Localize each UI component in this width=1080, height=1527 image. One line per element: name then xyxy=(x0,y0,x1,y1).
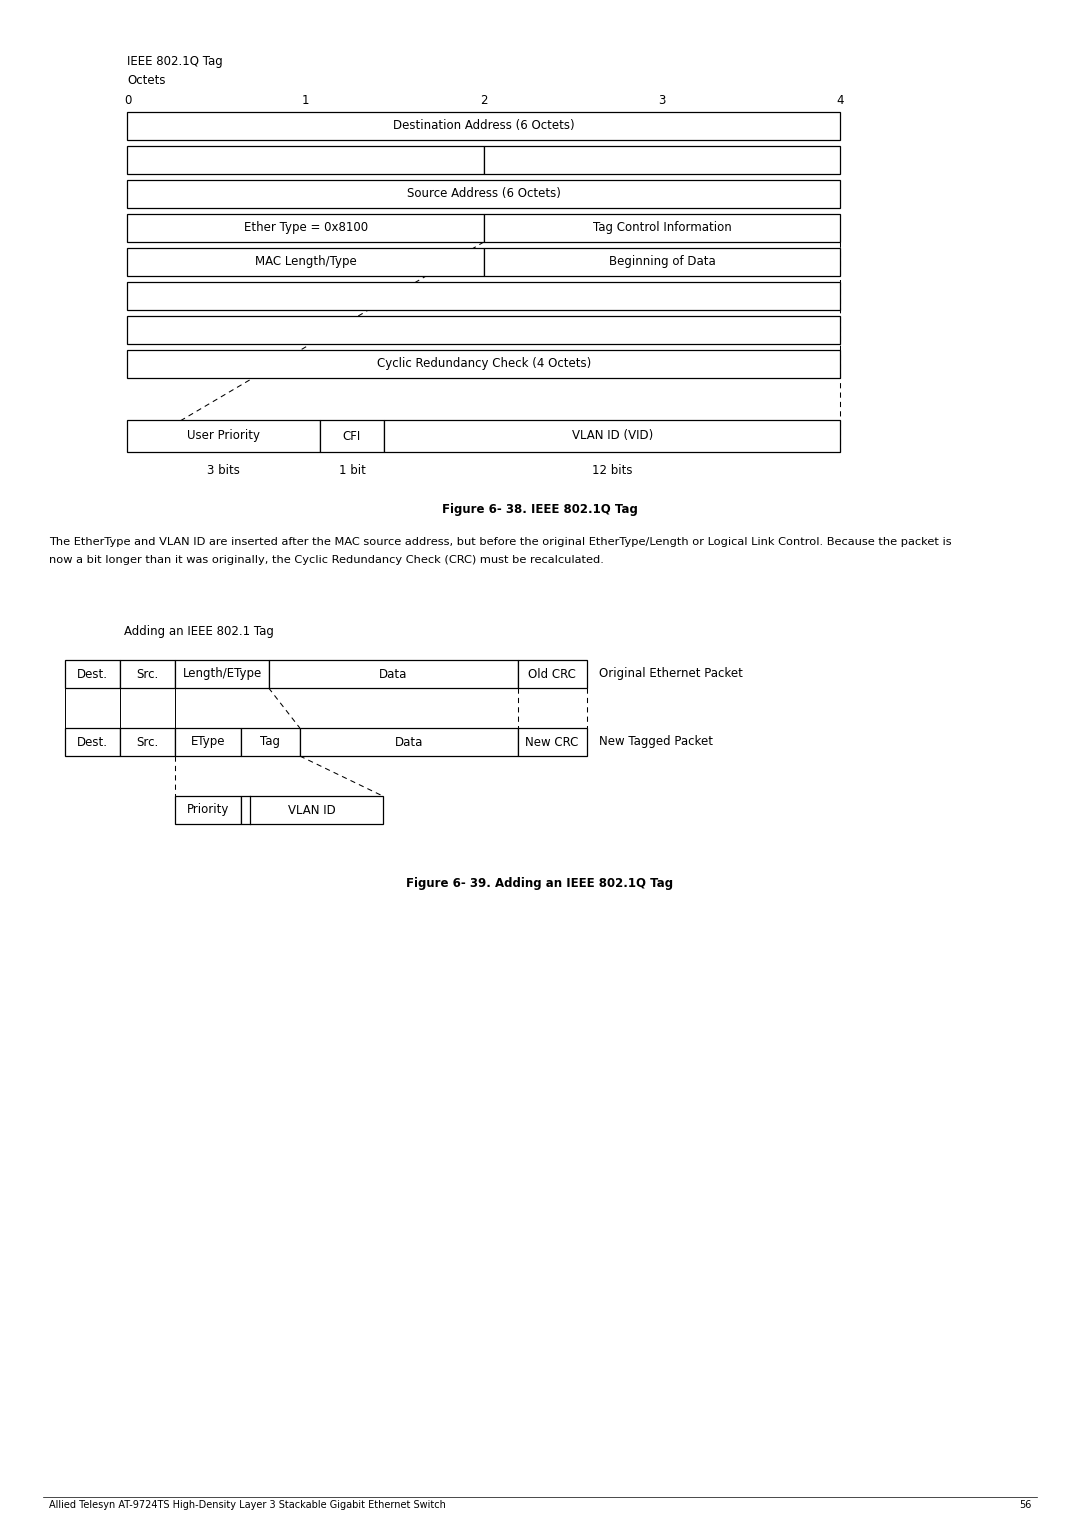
Text: Source Address (6 Octets): Source Address (6 Octets) xyxy=(407,188,561,200)
Bar xyxy=(127,350,840,379)
Text: Beginning of Data: Beginning of Data xyxy=(609,255,715,269)
Text: Dest.: Dest. xyxy=(77,736,108,748)
Text: 2: 2 xyxy=(481,93,487,107)
Bar xyxy=(241,796,382,825)
Text: Destination Address (6 Octets): Destination Address (6 Octets) xyxy=(393,119,575,133)
Text: 3 bits: 3 bits xyxy=(207,464,240,476)
Text: Priority: Priority xyxy=(187,803,229,817)
Bar xyxy=(127,147,484,174)
Bar xyxy=(517,660,586,689)
Text: CFI: CFI xyxy=(342,429,361,443)
Bar xyxy=(484,147,840,174)
Bar xyxy=(127,316,840,344)
Text: The EtherType and VLAN ID are inserted after the MAC source address, but before : The EtherType and VLAN ID are inserted a… xyxy=(49,538,951,547)
Text: EType: EType xyxy=(191,736,226,748)
Bar xyxy=(65,728,120,756)
Text: 4: 4 xyxy=(837,93,843,107)
Text: Octets: Octets xyxy=(127,73,166,87)
Text: now a bit longer than it was originally, the Cyclic Redundancy Check (CRC) must : now a bit longer than it was originally,… xyxy=(49,554,604,565)
Bar xyxy=(65,660,120,689)
Bar xyxy=(484,247,840,276)
Text: Cyclic Redundancy Check (4 Octets): Cyclic Redundancy Check (4 Octets) xyxy=(377,357,591,371)
Text: Figure 6- 39. Adding an IEEE 802.1Q Tag: Figure 6- 39. Adding an IEEE 802.1Q Tag xyxy=(406,878,674,890)
Bar xyxy=(517,728,586,756)
Bar xyxy=(120,660,175,689)
Text: New CRC: New CRC xyxy=(525,736,579,748)
Text: 56: 56 xyxy=(1020,1500,1031,1510)
Bar xyxy=(127,282,840,310)
Bar xyxy=(175,660,269,689)
Text: Tag: Tag xyxy=(260,736,281,748)
Text: Length/EType: Length/EType xyxy=(183,667,261,681)
Text: IEEE 802.1Q Tag: IEEE 802.1Q Tag xyxy=(127,55,224,69)
Bar xyxy=(127,214,484,241)
Bar xyxy=(300,728,517,756)
Text: 3: 3 xyxy=(659,93,665,107)
Text: Original Ethernet Packet: Original Ethernet Packet xyxy=(598,667,743,681)
Text: Src.: Src. xyxy=(136,667,159,681)
Text: Adding an IEEE 802.1 Tag: Adding an IEEE 802.1 Tag xyxy=(124,626,274,638)
Text: User Priority: User Priority xyxy=(187,429,260,443)
Bar xyxy=(320,420,384,452)
Text: Data: Data xyxy=(394,736,423,748)
Text: Tag Control Information: Tag Control Information xyxy=(593,221,731,235)
Text: Data: Data xyxy=(379,667,407,681)
Text: Figure 6- 38. IEEE 802.1Q Tag: Figure 6- 38. IEEE 802.1Q Tag xyxy=(442,504,638,516)
Bar xyxy=(127,180,840,208)
Bar xyxy=(127,420,320,452)
Text: Old CRC: Old CRC xyxy=(528,667,576,681)
Bar xyxy=(127,111,840,140)
Bar xyxy=(384,420,840,452)
Text: Dest.: Dest. xyxy=(77,667,108,681)
Text: Allied Telesyn AT-9724TS High-Density Layer 3 Stackable Gigabit Ethernet Switch: Allied Telesyn AT-9724TS High-Density La… xyxy=(49,1500,445,1510)
Bar xyxy=(269,660,517,689)
Bar xyxy=(484,214,840,241)
Text: Src.: Src. xyxy=(136,736,159,748)
Bar xyxy=(127,247,484,276)
Bar xyxy=(175,728,241,756)
Text: 1 bit: 1 bit xyxy=(338,464,365,476)
Text: VLAN ID (VID): VLAN ID (VID) xyxy=(571,429,652,443)
Text: MAC Length/Type: MAC Length/Type xyxy=(255,255,356,269)
Bar xyxy=(120,728,175,756)
Text: VLAN ID: VLAN ID xyxy=(288,803,336,817)
Text: 12 bits: 12 bits xyxy=(592,464,633,476)
Text: 0: 0 xyxy=(124,93,131,107)
Text: Ether Type = 0x8100: Ether Type = 0x8100 xyxy=(244,221,367,235)
Bar xyxy=(175,796,241,825)
Bar xyxy=(241,728,300,756)
Text: 1: 1 xyxy=(302,93,309,107)
Text: New Tagged Packet: New Tagged Packet xyxy=(598,736,713,748)
